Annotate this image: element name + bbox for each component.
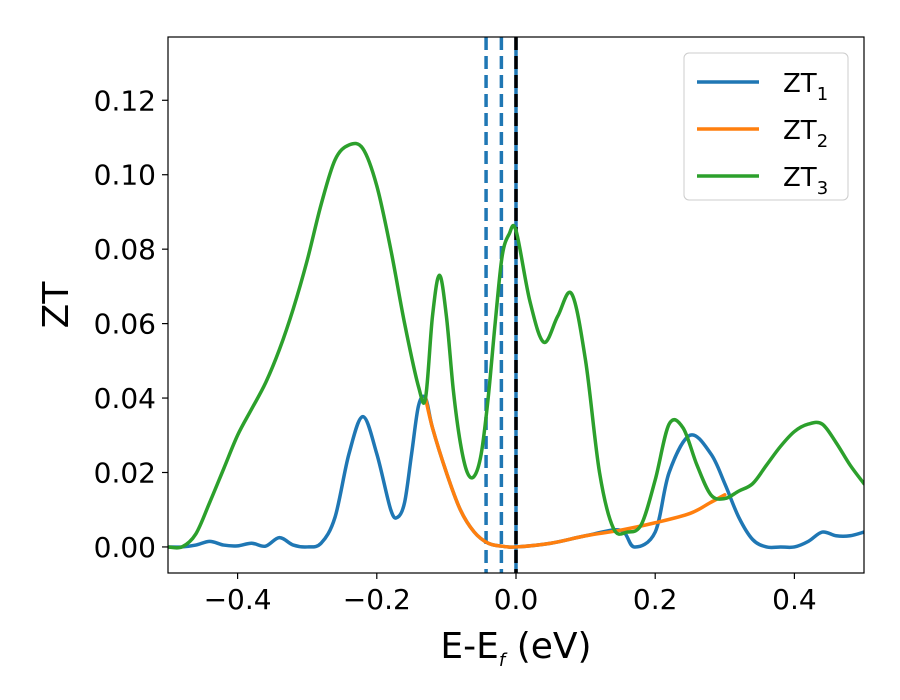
y-tick-label: 0.06 <box>94 308 156 341</box>
legend-label-zt2: ZT2 <box>783 116 828 152</box>
legend-box <box>683 52 849 201</box>
x-tick-label: 0.2 <box>633 583 678 616</box>
x-axis-label: E-Ef (eV) <box>440 626 591 671</box>
y-tick-label: 0.12 <box>94 84 156 117</box>
x-tick-label: −0.4 <box>204 583 272 616</box>
x-tick-label: −0.2 <box>343 583 411 616</box>
x-tick-label: 0.4 <box>772 583 817 616</box>
y-tick-label: 0.08 <box>94 233 156 266</box>
y-tick-label: 0.02 <box>94 457 156 490</box>
fermi-lines <box>484 37 518 573</box>
series-line-zt2 <box>423 396 727 549</box>
x-tick-label: 0.0 <box>494 583 539 616</box>
y-tick-label: 0.10 <box>94 159 156 192</box>
legend: ZT1 ZT2 ZT3 <box>683 52 849 201</box>
series-line-zt3 <box>168 141 864 550</box>
series-lines <box>168 141 864 550</box>
legend-label-zt1: ZT1 <box>783 69 828 105</box>
x-axis-ticks: −0.4 −0.2 0.0 0.2 0.4 <box>204 573 817 616</box>
legend-label-zt3: ZT3 <box>783 163 828 199</box>
y-tick-label: 0.00 <box>94 531 156 564</box>
y-tick-label: 0.04 <box>94 382 156 415</box>
y-axis-ticks: 0.00 0.02 0.04 0.06 0.08 0.10 0.12 <box>94 84 168 564</box>
y-axis-label: ZT <box>36 281 77 329</box>
